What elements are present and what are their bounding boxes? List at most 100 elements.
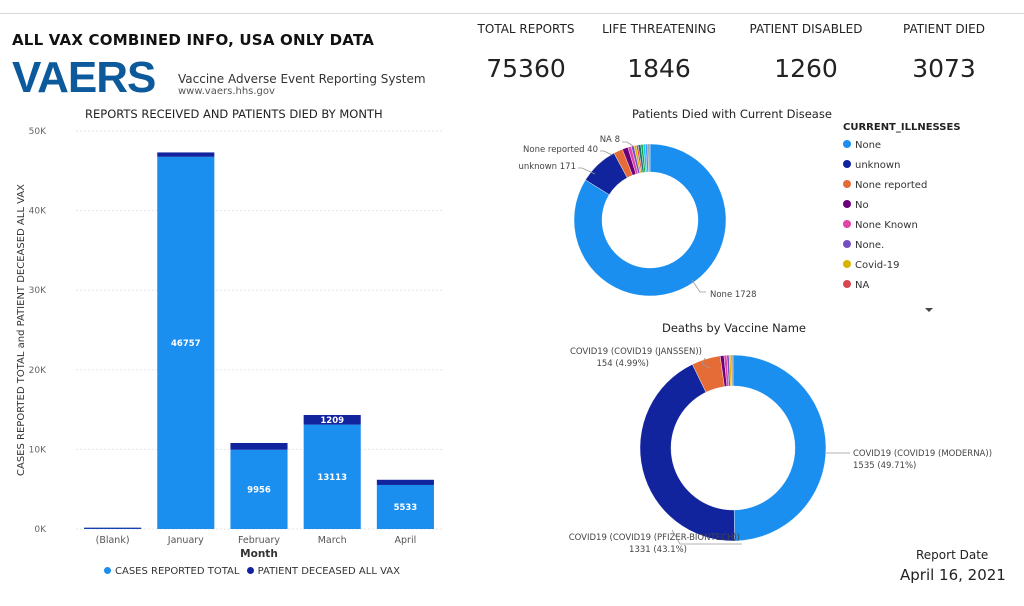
- bar-data-label: 1209: [320, 416, 344, 426]
- legend-label: Covid-19: [855, 260, 900, 271]
- stat-label: TOTAL REPORTS: [477, 22, 575, 36]
- stat-patient-died: PATIENT DIED 3073: [879, 22, 1009, 83]
- slice-value-label: 1535 (49.71%): [853, 461, 916, 471]
- donut-slice: [639, 364, 735, 542]
- legend-marker: [843, 260, 851, 268]
- y-tick-label: 0K: [34, 525, 47, 535]
- x-tick-label: January: [167, 535, 204, 546]
- bar-data-label: 9956: [247, 485, 271, 495]
- legend-item[interactable]: None: [843, 139, 1003, 159]
- legend-label: No: [855, 200, 869, 211]
- y-tick-label: 50K: [29, 127, 47, 137]
- stat-value: 1846: [627, 54, 691, 83]
- logo-url: www.vaers.hhs.gov: [178, 86, 275, 97]
- vaers-logo: VAERS Vaccine Adverse Event Reporting Sy…: [12, 56, 432, 102]
- stat-patient-disabled: PATIENT DISABLED 1260: [741, 22, 871, 83]
- bar-chart-legend: CASES REPORTED TOTAL PATIENT DECEASED AL…: [104, 566, 400, 577]
- stat-label: PATIENT DISABLED: [749, 22, 863, 36]
- stat-value: 3073: [912, 54, 976, 83]
- stat-life-threatening: LIFE THREATENING 1846: [594, 22, 724, 83]
- legend-marker: [843, 160, 851, 168]
- leader-line: [600, 150, 613, 156]
- legend-item[interactable]: NA: [843, 279, 1003, 299]
- stat-value: 1260: [774, 54, 838, 83]
- slice-label: COVID19 (COVID19 (JANSSEN)): [570, 347, 702, 357]
- legend-marker: [843, 140, 851, 148]
- logo-subtitle: Vaccine Adverse Event Reporting System: [178, 72, 426, 86]
- slice-label: unknown 171: [518, 162, 576, 172]
- leader-line: [701, 357, 711, 369]
- leader-line: [578, 167, 596, 175]
- legend-marker: [246, 567, 254, 574]
- y-tick-label: 20K: [29, 366, 47, 376]
- stat-label: PATIENT DIED: [903, 22, 985, 36]
- bar-segment: [157, 152, 215, 157]
- bar-data-label: 13113: [317, 473, 347, 483]
- legend-item[interactable]: Covid-19: [843, 259, 1003, 279]
- slice-label: NA 8: [600, 135, 620, 145]
- y-axis-label: CASES REPORTED TOTAL and PATIENT DECEASE…: [16, 184, 27, 476]
- legend-scroll-down-icon[interactable]: [925, 308, 933, 312]
- legend-marker: [843, 220, 851, 228]
- x-tick-label: March: [318, 535, 347, 546]
- bar-chart-title: REPORTS RECEIVED AND PATIENTS DIED BY MO…: [85, 107, 383, 121]
- legend-item[interactable]: None.: [843, 239, 1003, 259]
- x-tick-label: April: [395, 535, 417, 546]
- donut-slice: [730, 354, 734, 387]
- legend-label-deceased: PATIENT DECEASED ALL VAX: [257, 566, 400, 577]
- bar-segment: [376, 479, 434, 485]
- bar-segment: [84, 527, 142, 529]
- legend-item[interactable]: None reported: [843, 179, 1003, 199]
- slice-value-label: 154 (4.99%): [596, 359, 649, 369]
- leader-line: [622, 141, 634, 147]
- legend-item[interactable]: None Known: [843, 219, 1003, 239]
- legend-label: unknown: [855, 160, 901, 171]
- x-tick-label: (Blank): [96, 535, 130, 546]
- bar-segment: [157, 156, 215, 530]
- top-divider: [0, 13, 1024, 14]
- legend-marker: [843, 200, 851, 208]
- bar-segment: [376, 484, 434, 529]
- slice-label: None 1728: [710, 290, 757, 300]
- donut-slice: [647, 143, 651, 173]
- stat-label: LIFE THREATENING: [602, 22, 716, 36]
- legend-marker: [843, 180, 851, 188]
- legend-label: None reported: [855, 180, 928, 191]
- legend-item[interactable]: unknown: [843, 159, 1003, 179]
- leader-line: [671, 529, 742, 545]
- legend-title: CURRENT_ILLNESSES: [843, 122, 961, 133]
- stat-total-reports: TOTAL REPORTS 75360: [461, 22, 591, 83]
- slice-label: None reported 40: [523, 145, 598, 155]
- legend-label: None: [855, 140, 882, 151]
- slice-value-label: 1331 (43.1%): [629, 545, 687, 555]
- bar-chart: 0K 10K 20K 30K 40K 50K CASES REPORTED TOTAL an…: [16, 127, 442, 560]
- donut-slice: [573, 143, 727, 297]
- page-title: ALL VAX COMBINED INFO, USA ONLY DATA: [12, 31, 375, 49]
- logo-wordmark: VAERS: [12, 53, 156, 102]
- donut2-title: Deaths by Vaccine Name: [662, 321, 806, 335]
- donut-chart-vaccine: COVID19 (COVID19 (MODERNA)) 1535 (49.71%)…: [569, 347, 992, 555]
- x-axis-label: Month: [240, 548, 278, 560]
- legend-marker: [843, 240, 851, 248]
- y-tick-label: 10K: [29, 445, 47, 455]
- slice-label: COVID19 (COVID19 (MODERNA)): [853, 449, 992, 459]
- bar-segment: [230, 442, 288, 450]
- current-illness-legend: CURRENT_ILLNESSES None unknown None report…: [843, 122, 1003, 299]
- donut1-title: Patients Died with Current Disease: [632, 107, 832, 121]
- legend-item[interactable]: No: [843, 199, 1003, 219]
- bar-segment: [303, 424, 361, 529]
- slice-label: COVID19 (COVID19 (PFIZER-BIONTECH)): [569, 533, 740, 543]
- y-tick-label: 40K: [29, 207, 47, 217]
- report-date-value: April 16, 2021: [900, 566, 1006, 584]
- legend-marker: [104, 567, 111, 574]
- report-date-label: Report Date: [916, 548, 989, 562]
- legend-label: None Known: [855, 220, 918, 231]
- legend-marker: [843, 280, 851, 288]
- legend-label: None.: [855, 240, 885, 251]
- y-tick-label: 30K: [29, 286, 47, 296]
- x-tick-label: February: [238, 535, 280, 546]
- bar-data-label: 46757: [171, 339, 201, 349]
- stat-value: 75360: [486, 54, 566, 83]
- bar-segment: [230, 449, 288, 529]
